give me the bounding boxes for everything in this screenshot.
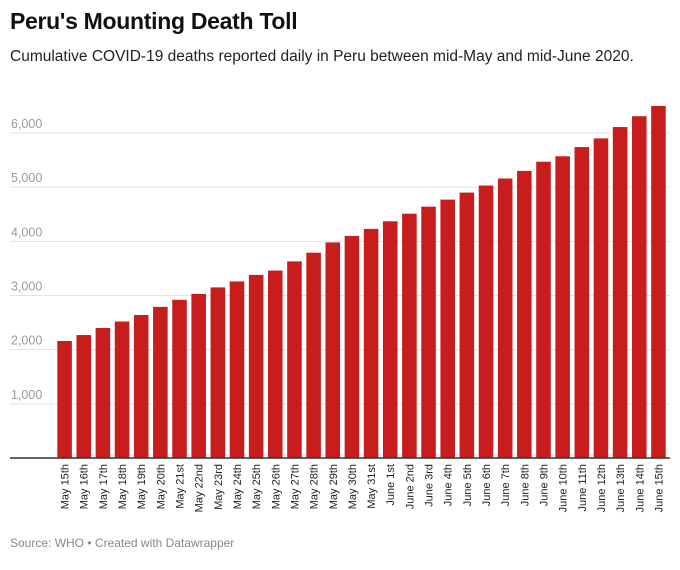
y-tick-label: 6,000 [11, 117, 42, 131]
bar [306, 252, 321, 458]
x-tick-label: May 30th [347, 464, 359, 509]
x-tick-label: May 24th [232, 464, 244, 509]
x-tick-label: May 31st [366, 464, 378, 509]
bar [497, 178, 513, 458]
x-tick-label: June 10th [558, 464, 570, 512]
x-tick-label: May 18th [117, 464, 129, 509]
bar [517, 170, 532, 459]
x-tick-label: June 15th [653, 464, 665, 512]
bar [172, 299, 187, 458]
bar [574, 147, 590, 458]
y-tick-label: 5,000 [11, 171, 42, 185]
bar [421, 206, 436, 458]
bar [363, 228, 379, 459]
bar [555, 156, 570, 459]
x-tick-label: June 4th [443, 464, 455, 506]
x-tick-label: June 7th [500, 464, 512, 506]
x-tick-label: May 23rd [213, 464, 225, 510]
x-tick-label: June 11th [577, 464, 589, 512]
bar [229, 281, 245, 458]
x-tick-label: June 5th [462, 464, 474, 506]
bar [114, 321, 130, 458]
x-tick-label: June 9th [538, 464, 550, 506]
x-tick-label: May 17th [98, 464, 110, 509]
x-tick-label: June 3rd [424, 464, 436, 507]
bar [287, 261, 302, 459]
bar [612, 127, 628, 458]
x-tick-label: May 27th [289, 464, 301, 509]
x-tick-labels: May 15th May 16th May 17th May 18th May 19th… [60, 464, 666, 512]
bar [191, 293, 206, 459]
bar [95, 328, 111, 458]
x-tick-label: May 15th [60, 464, 72, 509]
x-tick-label: May 16th [79, 464, 91, 509]
x-tick-label: June 12th [596, 464, 608, 512]
x-tick-label: May 21st [175, 464, 187, 509]
bar [210, 287, 226, 459]
bar [440, 199, 455, 459]
bar [478, 185, 494, 459]
chart-footer: Source: WHO • Created with Datawrapper [10, 536, 234, 550]
y-tick-label: 3,000 [11, 280, 42, 294]
separator: • [87, 536, 92, 550]
x-tick-label: May 28th [309, 464, 321, 509]
x-tick-label: June 8th [519, 464, 531, 506]
bar [268, 270, 283, 458]
x-tick-label: May 29th [328, 464, 340, 509]
bar [344, 235, 360, 458]
y-tick-label: 1,000 [11, 388, 42, 402]
bar [382, 221, 398, 458]
bar [651, 105, 666, 459]
x-tick-label: May 22nd [194, 464, 206, 512]
bars [57, 105, 666, 459]
source-text: Source: WHO [10, 536, 85, 550]
bar [459, 192, 475, 458]
y-tick-label: 2,000 [11, 334, 42, 348]
x-tick-label: June 2nd [404, 464, 416, 509]
bar [631, 116, 647, 459]
x-tick-label: June 14th [634, 464, 646, 512]
bar [593, 138, 609, 459]
x-tick-label: May 20th [155, 464, 167, 509]
bar [248, 274, 264, 458]
y-tick-label: 4,000 [11, 225, 42, 239]
x-tick-label: May 26th [270, 464, 282, 509]
chart-subtitle: Cumulative COVID-19 deaths reported dail… [10, 48, 634, 65]
bar [153, 306, 168, 459]
y-tick-labels: 1,000 2,000 3,000 4,000 5,000 6,000 [11, 117, 42, 402]
bar [76, 335, 92, 458]
chart-title: Peru's Mounting Death Toll [10, 8, 298, 34]
x-tick-label: June 1st [385, 464, 397, 506]
bar [536, 161, 551, 458]
bar [402, 213, 417, 458]
bar [133, 315, 149, 458]
bar [57, 341, 72, 458]
bar [325, 242, 341, 458]
credit-text: Created with Datawrapper [94, 536, 235, 550]
x-tick-label: June 13th [615, 464, 627, 512]
x-tick-label: June 6th [481, 464, 493, 506]
x-tick-label: May 19th [136, 464, 148, 509]
x-tick-label: May 25th [251, 464, 263, 509]
